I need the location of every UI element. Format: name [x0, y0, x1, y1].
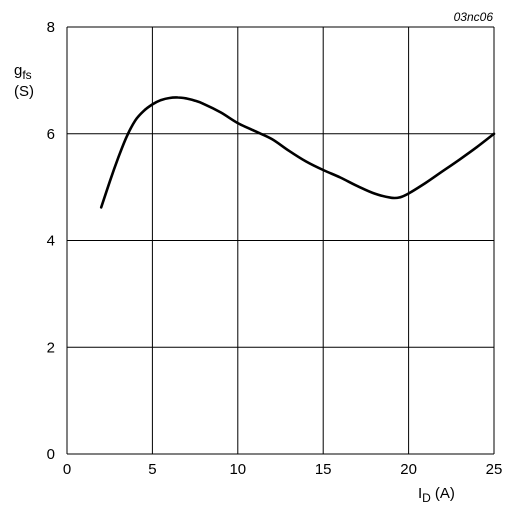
x-tick-label: 0 — [63, 461, 71, 478]
x-axis-label-symbol: I — [418, 485, 422, 502]
x-tick-label: 15 — [315, 461, 332, 478]
x-tick-label: 5 — [148, 461, 156, 478]
y-axis-label-subscript: fs — [22, 68, 31, 82]
y-axis-label-symbol: g — [14, 62, 22, 79]
x-tick-label: 25 — [486, 461, 503, 478]
grid — [66, 26, 495, 455]
series-line — [99, 96, 496, 209]
tick-labels: 0 5 10 15 20 25 0 2 4 6 8 — [47, 19, 503, 478]
figure-code: 03nc06 — [454, 10, 494, 24]
y-tick-label: 8 — [47, 19, 55, 36]
x-axis-label-unit: (A) — [435, 485, 455, 502]
y-tick-label: 0 — [47, 446, 55, 463]
x-tick-label: 10 — [229, 461, 246, 478]
y-tick-label: 4 — [47, 233, 55, 250]
y-axis-unit: (S) — [14, 83, 34, 100]
x-tick-label: 20 — [400, 461, 417, 478]
y-axis-label: gfs — [14, 62, 32, 82]
y-tick-label: 2 — [47, 339, 55, 356]
x-axis-label-subscript: D — [422, 491, 431, 505]
y-tick-label: 6 — [47, 126, 55, 143]
x-axis-label: ID (A) — [418, 485, 455, 505]
